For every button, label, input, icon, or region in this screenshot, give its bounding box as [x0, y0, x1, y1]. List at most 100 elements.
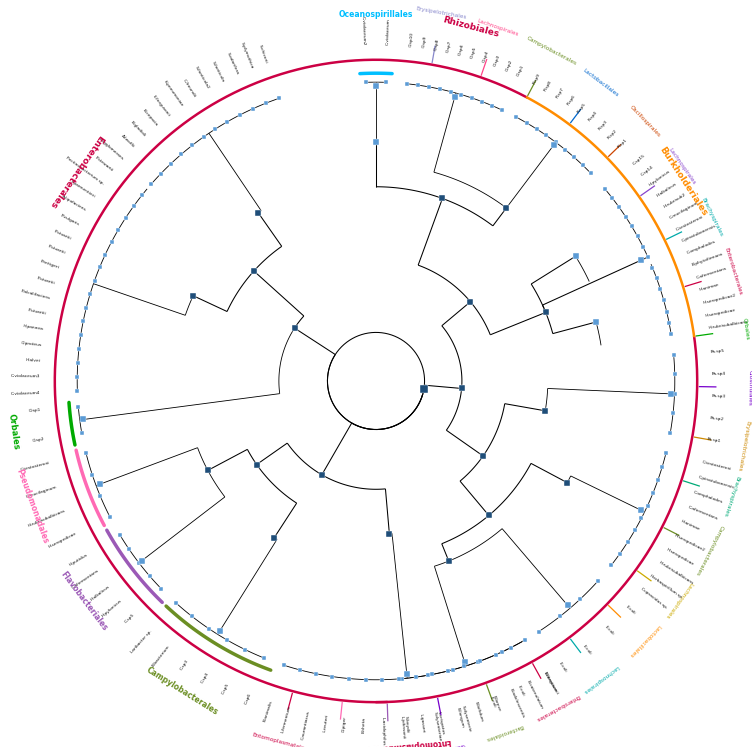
Text: R.sp3: R.sp3: [597, 119, 608, 131]
Text: H.animae: H.animae: [699, 283, 720, 292]
Text: H.rubrisubalbicans: H.rubrisubalbicans: [658, 561, 694, 586]
Text: H.alkalicus: H.alkalicus: [656, 182, 678, 198]
Text: L.reuteri: L.reuteri: [322, 713, 329, 732]
Text: O.proteus: O.proteus: [20, 341, 42, 347]
Text: C.mucilaginum: C.mucilaginum: [669, 201, 699, 220]
Text: B.animalis: B.animalis: [263, 700, 274, 722]
Text: B.longum: B.longum: [456, 707, 464, 728]
Text: P.parmentieri: P.parmentieri: [69, 180, 96, 199]
Text: R.sp7: R.sp7: [555, 86, 565, 99]
Text: C.violaceum4: C.violaceum4: [11, 391, 40, 396]
Text: Enterobacterales: Enterobacterales: [47, 133, 105, 209]
Text: O.sp1: O.sp1: [29, 409, 41, 413]
Text: O.sp2: O.sp2: [32, 438, 45, 444]
Text: E.coli: E.coli: [489, 696, 497, 708]
Text: C.omphalodes: C.omphalodes: [693, 490, 723, 504]
Text: R.sp2: R.sp2: [607, 128, 618, 140]
Text: B.catenulatum: B.catenulatum: [526, 680, 544, 710]
Text: Flavobacteriales: Flavobacteriales: [59, 570, 109, 633]
Text: E.coli: E.coli: [557, 662, 567, 674]
Text: H.animae: H.animae: [681, 519, 701, 532]
Text: Erysipelotrichales: Erysipelotrichales: [737, 420, 750, 471]
Text: Pa.sp1: Pa.sp1: [707, 438, 721, 444]
Text: S.dysenterie: S.dysenterie: [461, 705, 472, 733]
Text: Herbaspirillum sp.: Herbaspirillum sp.: [649, 574, 684, 600]
Text: Clostridiales: Clostridiales: [429, 742, 465, 747]
Text: R.sp5: R.sp5: [577, 102, 587, 114]
Text: R.sp9: R.sp9: [532, 72, 541, 85]
Text: Erysipelotrichales: Erysipelotrichales: [415, 6, 467, 20]
Text: E.coli: E.coli: [581, 645, 592, 657]
Text: S.fonticola2: S.fonticola2: [194, 66, 211, 90]
Text: C.testosteroni: C.testosteroni: [702, 460, 732, 471]
Text: E.fergusonii: E.fergusonii: [152, 94, 171, 117]
Text: H.rubrisubalbicans: H.rubrisubalbicans: [28, 509, 67, 528]
Text: L.fermentum: L.fermentum: [281, 705, 292, 734]
Text: O.sp3: O.sp3: [493, 55, 502, 67]
Text: C.sp4: C.sp4: [200, 671, 210, 684]
Text: B.theta: B.theta: [362, 717, 366, 733]
Text: K.pneumoniae: K.pneumoniae: [162, 80, 183, 108]
Text: C.testosteroni: C.testosteroni: [20, 460, 50, 471]
Text: B.dentium: B.dentium: [542, 671, 557, 692]
Text: Rhizobiales: Rhizobiales: [441, 16, 500, 40]
Text: Brachyspirales: Brachyspirales: [722, 475, 740, 518]
Text: Clostridiales: Clostridiales: [747, 370, 752, 406]
Text: O.sp4: O.sp4: [482, 50, 490, 63]
Text: H.rubrisub2: H.rubrisub2: [663, 192, 687, 209]
Text: C.afermentans: C.afermentans: [687, 505, 718, 521]
Text: Orbales: Orbales: [7, 413, 20, 450]
Text: C.sp5: C.sp5: [124, 613, 135, 624]
Text: Entomoplasmatales: Entomoplasmatales: [251, 732, 308, 747]
Text: Pseudomonadales: Pseudomonadales: [14, 468, 50, 545]
Text: H.alkalicus: H.alkalicus: [89, 584, 111, 601]
Text: L.gasseri: L.gasseri: [418, 714, 425, 734]
Text: B.bifidum: B.bifidum: [474, 701, 484, 723]
Text: P.agglomerans: P.agglomerans: [98, 137, 125, 161]
Text: H.seropedicae: H.seropedicae: [48, 532, 77, 550]
Text: E.coli: E.coli: [624, 604, 635, 616]
Text: H.pylonicus: H.pylonicus: [101, 599, 123, 619]
Text: S.boydii: S.boydii: [403, 716, 409, 734]
Text: Enterobacterales: Enterobacterales: [534, 693, 580, 722]
Text: Enterobacterales: Enterobacterales: [723, 247, 743, 297]
Text: Pa.sp3: Pa.sp3: [711, 394, 726, 398]
Text: C.afermentans: C.afermentans: [71, 568, 99, 590]
Text: O.sp1: O.sp1: [517, 64, 525, 77]
Text: Laribacter sp.: Laribacter sp.: [129, 630, 153, 654]
Text: Campylobacterales: Campylobacterales: [694, 524, 723, 577]
Text: Brachyspirales: Brachyspirales: [700, 197, 723, 238]
Text: H.rubrisubalbicans: H.rubrisubalbicans: [708, 320, 748, 330]
Text: B.breve: B.breve: [491, 695, 501, 713]
Text: Pa.sp5: Pa.sp5: [711, 348, 725, 353]
Text: P.rettgeri: P.rettgeri: [40, 259, 60, 270]
Text: Oceanospirillales: Oceanospirillales: [339, 10, 413, 19]
Text: A.lipofaciens: A.lipofaciens: [61, 195, 87, 212]
Text: R.sp1: R.sp1: [617, 137, 628, 149]
Text: Pa.sp4: Pa.sp4: [712, 371, 726, 376]
Text: Lachnospirales: Lachnospirales: [668, 147, 696, 186]
Text: D.piger: D.piger: [342, 716, 347, 732]
Text: C.freundii: C.freundii: [182, 78, 197, 99]
Text: A.lwoffii: A.lwoffii: [120, 134, 135, 149]
Text: H.putidus: H.putidus: [69, 552, 89, 566]
Text: Cupravidus sp.: Cupravidus sp.: [640, 586, 668, 610]
Text: O.sp5: O.sp5: [470, 46, 478, 59]
Text: H.pylonicus: H.pylonicus: [648, 169, 671, 187]
Text: B.cepacia: B.cepacia: [142, 108, 159, 127]
Text: L.johnsonii: L.johnsonii: [400, 716, 405, 740]
Text: H.alvei: H.alvei: [26, 358, 41, 363]
Text: C.afermentans: C.afermentans: [696, 266, 727, 280]
Text: H.seropedicae: H.seropedicae: [666, 548, 695, 566]
Text: C.sp6: C.sp6: [244, 692, 252, 704]
Text: C.violaceum3: C.violaceum3: [11, 374, 40, 379]
Text: Orbales: Orbales: [741, 317, 750, 341]
Text: O.sp9: O.sp9: [421, 36, 427, 49]
Text: E.fergusonii: E.fergusonii: [542, 671, 559, 695]
Text: S.dysenteriae: S.dysenteriae: [432, 712, 441, 743]
Text: H.seropedicae: H.seropedicae: [705, 308, 737, 317]
Text: Oscillospirales: Oscillospirales: [629, 105, 661, 138]
Text: C.aurantiacus: C.aurantiacus: [301, 710, 311, 740]
Text: C.omphalodes: C.omphalodes: [687, 240, 717, 255]
Text: C.sp15: C.sp15: [632, 154, 646, 167]
